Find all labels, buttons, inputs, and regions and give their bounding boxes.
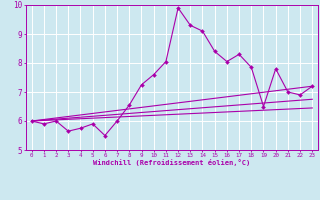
X-axis label: Windchill (Refroidissement éolien,°C): Windchill (Refroidissement éolien,°C) [93, 159, 251, 166]
